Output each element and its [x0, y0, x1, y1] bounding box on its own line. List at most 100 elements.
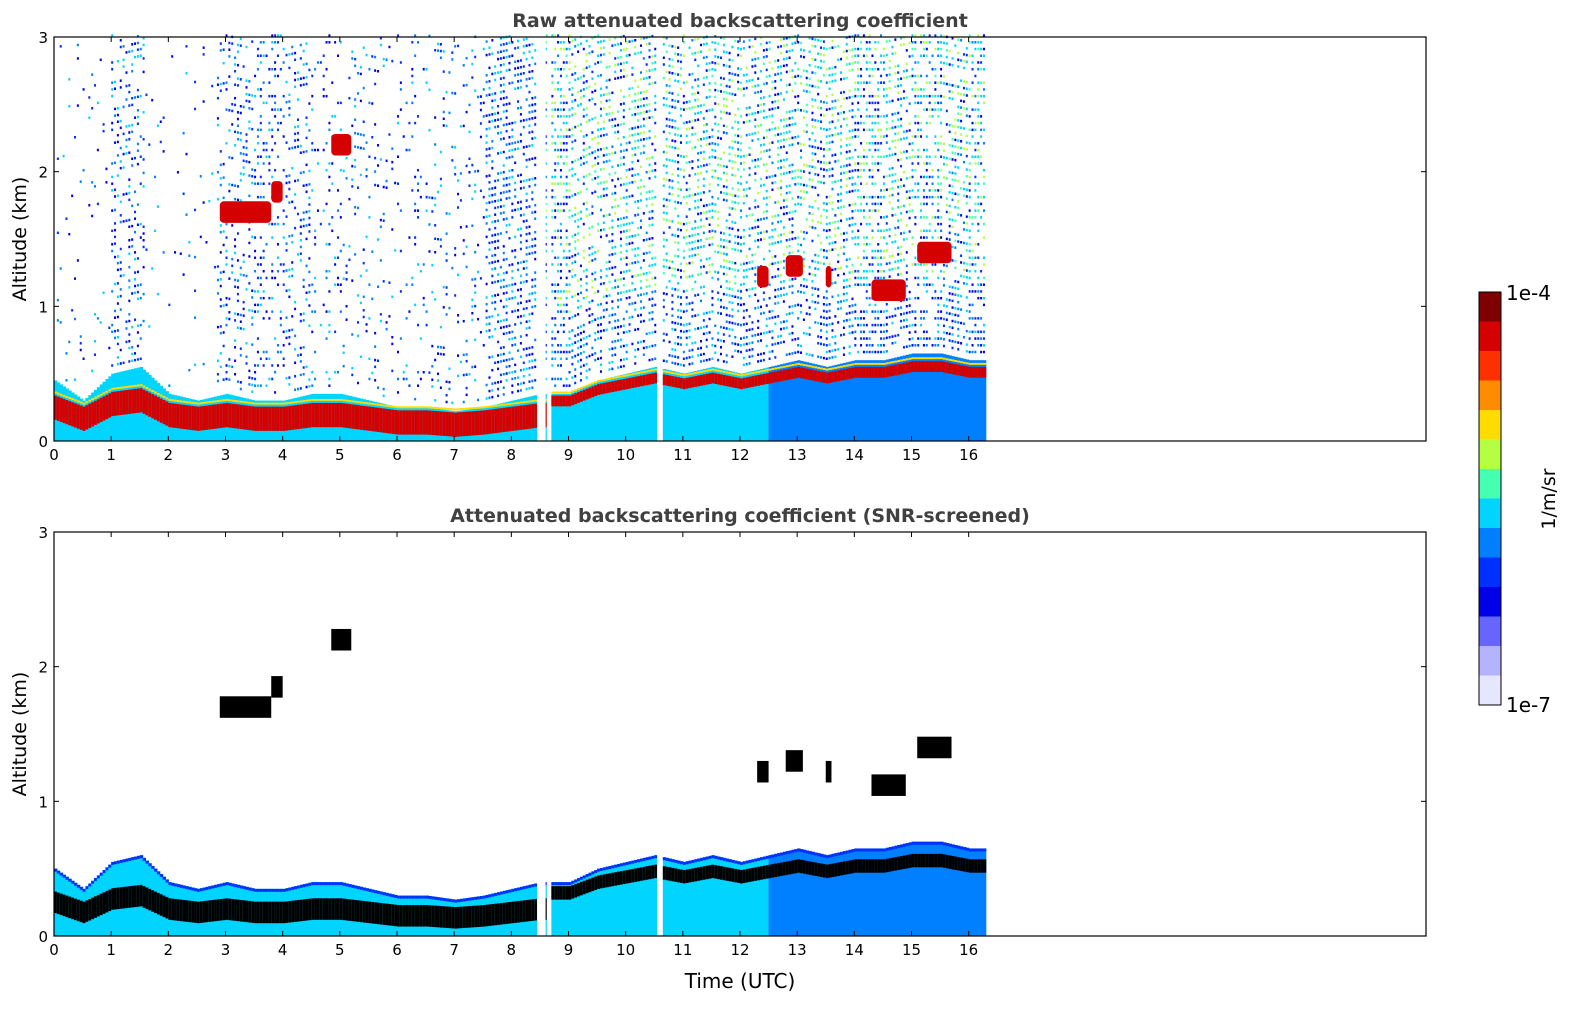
noise-pixel — [691, 234, 694, 237]
noise-pixel — [837, 179, 840, 183]
noise-pixel — [568, 128, 571, 132]
noise-pixel — [622, 75, 625, 78]
noise-pixel — [254, 256, 257, 260]
noise-pixel — [662, 197, 665, 201]
noise-pixel — [705, 210, 708, 214]
noise-pixel — [791, 284, 794, 288]
noise-pixel — [614, 117, 617, 121]
noise-pixel — [336, 101, 339, 105]
noise-pixel — [245, 362, 248, 365]
noise-pixel — [557, 310, 560, 313]
noise-pixel — [136, 331, 139, 334]
noise-pixel — [625, 263, 628, 266]
noise-pixel — [777, 220, 780, 224]
noise-pixel — [637, 327, 640, 331]
noise-pixel — [488, 181, 491, 184]
noise-pixel — [597, 54, 600, 58]
noise-pixel — [840, 179, 843, 182]
noise-pixel — [508, 223, 511, 227]
noise-pixel — [754, 273, 757, 276]
noise-pixel — [605, 234, 608, 237]
noise-pixel — [757, 218, 760, 222]
noise-pixel — [588, 85, 591, 88]
noise-pixel — [805, 110, 808, 113]
noise-pixel — [628, 168, 631, 171]
noise-pixel — [862, 155, 865, 159]
noise-pixel — [814, 58, 817, 62]
noise-pixel — [611, 145, 614, 148]
noise-pixel — [562, 330, 565, 334]
noise-pixel — [599, 60, 602, 64]
noise-pixel — [791, 143, 794, 146]
noise-pixel — [485, 222, 488, 225]
noise-pixel — [768, 128, 771, 132]
noise-pixel — [702, 224, 705, 228]
noise-pixel — [437, 345, 440, 349]
noise-pixel — [608, 152, 611, 156]
noise-pixel — [485, 255, 488, 259]
noise-pixel — [374, 82, 377, 86]
noise-pixel — [617, 292, 620, 295]
noise-pixel — [582, 269, 585, 273]
noise-pixel — [439, 245, 442, 248]
noise-pixel — [705, 69, 708, 72]
noise-pixel — [717, 55, 720, 59]
noise-pixel — [777, 200, 780, 204]
noise-pixel — [491, 261, 494, 264]
noise-pixel — [128, 198, 131, 202]
noise-pixel — [634, 308, 637, 311]
noise-pixel — [499, 84, 502, 87]
noise-pixel — [296, 131, 299, 135]
noise-pixel — [800, 169, 803, 173]
noise-pixel — [639, 71, 642, 74]
noise-pixel — [677, 53, 680, 56]
noise-pixel — [128, 151, 131, 154]
noise-pixel — [622, 61, 625, 65]
noise-pixel — [619, 257, 622, 261]
noise-pixel — [588, 300, 591, 304]
noise-pixel — [594, 177, 597, 180]
noise-pixel — [760, 332, 763, 336]
noise-pixel — [651, 189, 654, 193]
noise-pixel — [651, 216, 654, 220]
noise-pixel — [737, 195, 740, 198]
noise-pixel — [725, 253, 728, 256]
noise-pixel — [645, 278, 648, 282]
noise-pixel — [391, 228, 394, 231]
noise-pixel — [651, 55, 654, 58]
noise-pixel — [308, 378, 311, 381]
noise-pixel — [131, 69, 134, 73]
noise-pixel — [534, 271, 537, 274]
noise-pixel — [862, 310, 865, 313]
noise-pixel — [182, 192, 185, 196]
noise-pixel — [428, 34, 431, 38]
noise-pixel — [205, 241, 208, 244]
noise-pixel — [545, 41, 548, 44]
noise-pixel — [648, 318, 651, 321]
noise-pixel — [522, 186, 525, 189]
noise-pixel — [748, 261, 751, 264]
noise-pixel — [397, 182, 399, 185]
noise-pixel — [216, 76, 219, 80]
noise-pixel — [599, 195, 602, 198]
noise-pixel — [848, 331, 851, 335]
noise-pixel — [534, 177, 537, 180]
noise-pixel — [697, 91, 700, 95]
noise-pixel — [597, 195, 600, 199]
noise-pixel — [614, 37, 617, 40]
noise-pixel — [762, 96, 765, 99]
noise-pixel — [617, 305, 620, 309]
noise-pixel — [488, 356, 491, 359]
noise-pixel — [562, 195, 565, 199]
noise-pixel — [728, 152, 731, 156]
noise-pixel — [831, 73, 834, 76]
noise-pixel — [671, 139, 674, 142]
noise-pixel — [862, 330, 865, 334]
noise-pixel — [194, 255, 197, 259]
noise-pixel — [525, 98, 528, 101]
noise-pixel — [256, 290, 259, 293]
noise-pixel — [714, 88, 717, 92]
noise-pixel — [591, 259, 594, 262]
noise-pixel — [762, 217, 765, 220]
noise-pixel — [565, 290, 568, 293]
